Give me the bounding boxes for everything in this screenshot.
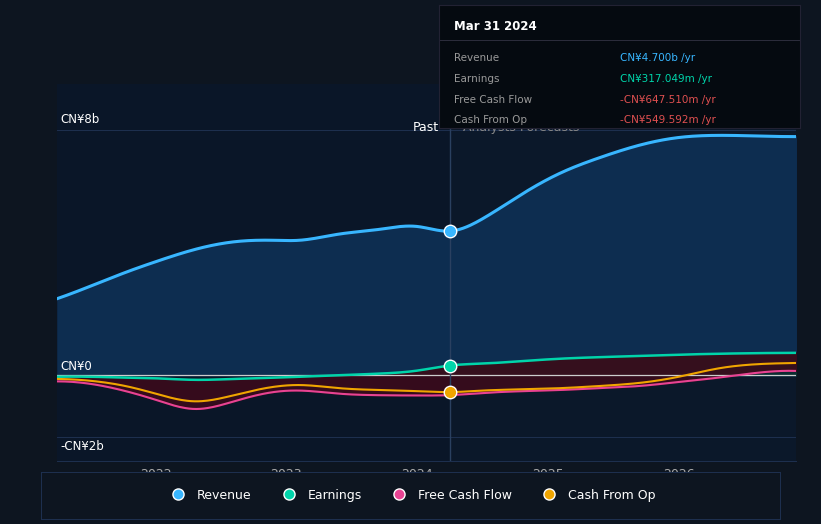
Text: -CN¥2b: -CN¥2b [60,440,103,453]
Text: -CN¥647.510m /yr: -CN¥647.510m /yr [620,95,716,105]
Text: Revenue: Revenue [454,53,499,63]
Text: CN¥0: CN¥0 [60,360,92,373]
Bar [450,84,796,461]
Text: Mar 31 2024: Mar 31 2024 [454,20,536,32]
Text: Cash From Op: Cash From Op [454,115,527,125]
Legend: Revenue, Earnings, Free Cash Flow, Cash From Op: Revenue, Earnings, Free Cash Flow, Cash … [162,485,659,506]
Text: CN¥8b: CN¥8b [60,113,99,126]
Text: Earnings: Earnings [454,74,499,84]
Text: Analysts Forecasts: Analysts Forecasts [463,121,580,134]
Text: -CN¥549.592m /yr: -CN¥549.592m /yr [620,115,716,125]
Text: CN¥4.700b /yr: CN¥4.700b /yr [620,53,695,63]
Text: Past: Past [413,121,439,134]
Text: CN¥317.049m /yr: CN¥317.049m /yr [620,74,712,84]
Text: Free Cash Flow: Free Cash Flow [454,95,532,105]
